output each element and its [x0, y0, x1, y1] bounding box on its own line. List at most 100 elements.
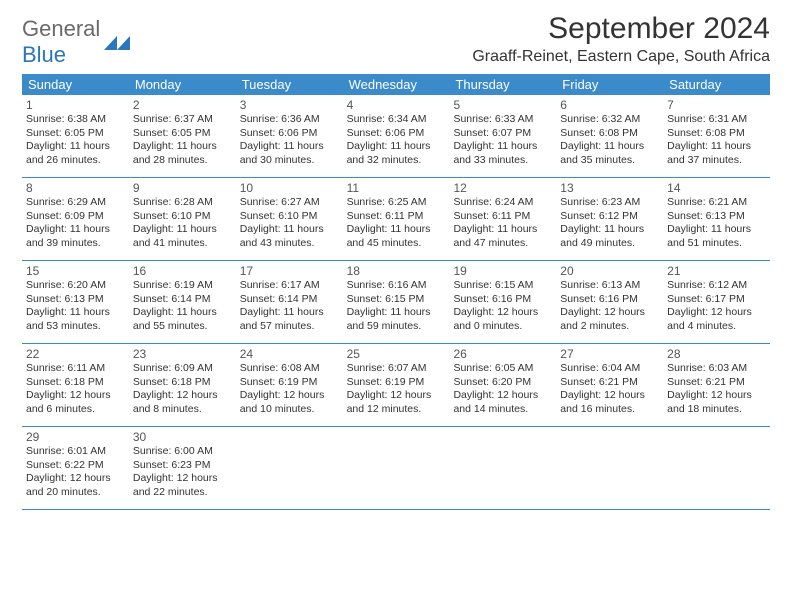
sunrise-line: Sunrise: 6:37 AM: [133, 113, 232, 127]
daylight-line: Daylight: 12 hours and 8 minutes.: [133, 389, 232, 416]
weekday-wednesday: Wednesday: [343, 74, 450, 95]
sunrise-line: Sunrise: 6:05 AM: [453, 362, 552, 376]
sunrise-line: Sunrise: 6:23 AM: [560, 196, 659, 210]
sunrise-line: Sunrise: 6:01 AM: [26, 445, 125, 459]
sunset-line: Sunset: 6:15 PM: [347, 293, 446, 307]
sunrise-line: Sunrise: 6:29 AM: [26, 196, 125, 210]
daylight-line: Daylight: 11 hours and 49 minutes.: [560, 223, 659, 250]
day-cell: 20Sunrise: 6:13 AMSunset: 6:16 PMDayligh…: [556, 261, 663, 343]
sunrise-line: Sunrise: 6:20 AM: [26, 279, 125, 293]
day-cell-empty: [343, 427, 450, 509]
day-cell: 11Sunrise: 6:25 AMSunset: 6:11 PMDayligh…: [343, 178, 450, 260]
sunset-line: Sunset: 6:08 PM: [667, 127, 766, 141]
day-cell-empty: [556, 427, 663, 509]
daylight-line: Daylight: 12 hours and 0 minutes.: [453, 306, 552, 333]
day-cell: 9Sunrise: 6:28 AMSunset: 6:10 PMDaylight…: [129, 178, 236, 260]
day-number: 3: [240, 98, 339, 112]
week-row: 1Sunrise: 6:38 AM Sunset: 6:05 PM Daylight…: [22, 95, 770, 178]
daylight-line: Daylight: 12 hours and 18 minutes.: [667, 389, 766, 416]
day-number: 28: [667, 347, 766, 361]
day-cell: 8Sunrise: 6:29 AMSunset: 6:09 PMDaylight…: [22, 178, 129, 260]
day-number: 4: [347, 98, 446, 112]
logo-mark-icon: [104, 34, 130, 50]
week-row: 29Sunrise: 6:01 AMSunset: 6:22 PM Dayligh…: [22, 427, 770, 510]
day-cell: 17Sunrise: 6:17 AMSunset: 6:14 PMDayligh…: [236, 261, 343, 343]
sunrise-line: Sunrise: 6:24 AM: [453, 196, 552, 210]
week-row: 15Sunrise: 6:20 AMSunset: 6:13 PMDayligh…: [22, 261, 770, 344]
logo-part-2: Blue: [22, 42, 66, 67]
day-cell: 14Sunrise: 6:21 AMSunset: 6:13 PMDayligh…: [663, 178, 770, 260]
day-number: 27: [560, 347, 659, 361]
day-cell: 15Sunrise: 6:20 AMSunset: 6:13 PMDayligh…: [22, 261, 129, 343]
day-number: 7: [667, 98, 766, 112]
day-cell: 21Sunrise: 6:12 AMSunset: 6:17 PMDayligh…: [663, 261, 770, 343]
day-number: 21: [667, 264, 766, 278]
location: Graaff-Reinet, Eastern Cape, South Afric…: [472, 48, 770, 66]
day-number: 2: [133, 98, 232, 112]
sunset-line: Sunset: 6:06 PM: [240, 127, 339, 141]
sunset-line: Sunset: 6:08 PM: [560, 127, 659, 141]
sunset-line: Sunset: 6:22 PM: [26, 459, 125, 473]
weeks: 1Sunrise: 6:38 AM Sunset: 6:05 PM Daylight…: [22, 95, 770, 510]
day-cell: 1Sunrise: 6:38 AMSunset: 6:05 PMDaylight…: [22, 95, 129, 177]
day-number: 19: [453, 264, 552, 278]
day-cell: 19Sunrise: 6:15 AMSunset: 6:16 PMDayligh…: [449, 261, 556, 343]
sunrise-line: Sunrise: 6:12 AM: [667, 279, 766, 293]
day-cell: 16Sunrise: 6:19 AMSunset: 6:14 PMDayligh…: [129, 261, 236, 343]
sunrise-line: Sunrise: 6:38 AM: [26, 113, 125, 127]
day-number: 23: [133, 347, 232, 361]
day-number: 8: [26, 181, 125, 195]
day-number: 17: [240, 264, 339, 278]
weekday-row: SundayMondayTuesdayWednesdayThursdayFrid…: [22, 74, 770, 95]
day-number: 14: [667, 181, 766, 195]
title-block: September 2024 Graaff-Reinet, Eastern Ca…: [472, 12, 770, 66]
day-number: 10: [240, 181, 339, 195]
sunset-line: Sunset: 6:06 PM: [347, 127, 446, 141]
day-number: 30: [133, 430, 232, 444]
day-cell: 4Sunrise: 6:34 AMSunset: 6:06 PMDaylight…: [343, 95, 450, 177]
sunset-line: Sunset: 6:10 PM: [133, 210, 232, 224]
daylight-line: Daylight: 11 hours and 43 minutes.: [240, 223, 339, 250]
sunrise-line: Sunrise: 6:36 AM: [240, 113, 339, 127]
day-cell: 2Sunrise: 6:37 AMSunset: 6:05 PMDaylight…: [129, 95, 236, 177]
logo-part-1: General: [22, 16, 100, 41]
weekday-saturday: Saturday: [663, 74, 770, 95]
sunrise-line: Sunrise: 6:34 AM: [347, 113, 446, 127]
day-cell: 3Sunrise: 6:36 AMSunset: 6:06 PMDaylight…: [236, 95, 343, 177]
day-cell: 30Sunrise: 6:00 AMSunset: 6:23 PMDayligh…: [129, 427, 236, 509]
week-row: 22Sunrise: 6:11 AMSunset: 6:18 PMDayligh…: [22, 344, 770, 427]
daylight-line: Daylight: 11 hours and 47 minutes.: [453, 223, 552, 250]
weekday-tuesday: Tuesday: [236, 74, 343, 95]
sunset-line: Sunset: 6:14 PM: [133, 293, 232, 307]
day-number: 1: [26, 98, 125, 112]
weekday-friday: Friday: [556, 74, 663, 95]
sunset-line: Sunset: 6:18 PM: [133, 376, 232, 390]
day-number: 9: [133, 181, 232, 195]
sunrise-line: Sunrise: 6:28 AM: [133, 196, 232, 210]
day-number: 29: [26, 430, 125, 444]
daylight-line: Daylight: 11 hours and 26 minutes.: [26, 140, 125, 167]
sunrise-line: Sunrise: 6:07 AM: [347, 362, 446, 376]
sunset-line: Sunset: 6:17 PM: [667, 293, 766, 307]
sunset-line: Sunset: 6:12 PM: [560, 210, 659, 224]
sunrise-line: Sunrise: 6:25 AM: [347, 196, 446, 210]
sunrise-line: Sunrise: 6:11 AM: [26, 362, 125, 376]
sunrise-line: Sunrise: 6:16 AM: [347, 279, 446, 293]
sunset-line: Sunset: 6:21 PM: [667, 376, 766, 390]
weekday-monday: Monday: [129, 74, 236, 95]
day-cell: 23Sunrise: 6:09 AMSunset: 6:18 PMDayligh…: [129, 344, 236, 426]
daylight-line: Daylight: 12 hours and 22 minutes.: [133, 472, 232, 499]
sunrise-line: Sunrise: 6:00 AM: [133, 445, 232, 459]
daylight-line: Daylight: 12 hours and 6 minutes.: [26, 389, 125, 416]
day-number: 6: [560, 98, 659, 112]
sunset-line: Sunset: 6:13 PM: [667, 210, 766, 224]
sunset-line: Sunset: 6:05 PM: [133, 127, 232, 141]
sunrise-line: Sunrise: 6:15 AM: [453, 279, 552, 293]
daylight-line: Daylight: 12 hours and 10 minutes.: [240, 389, 339, 416]
daylight-line: Daylight: 11 hours and 57 minutes.: [240, 306, 339, 333]
daylight-line: Daylight: 11 hours and 39 minutes.: [26, 223, 125, 250]
daylight-line: Daylight: 11 hours and 59 minutes.: [347, 306, 446, 333]
day-cell: 24Sunrise: 6:08 AMSunset: 6:19 PMDayligh…: [236, 344, 343, 426]
daylight-line: Daylight: 12 hours and 14 minutes.: [453, 389, 552, 416]
sunrise-line: Sunrise: 6:31 AM: [667, 113, 766, 127]
